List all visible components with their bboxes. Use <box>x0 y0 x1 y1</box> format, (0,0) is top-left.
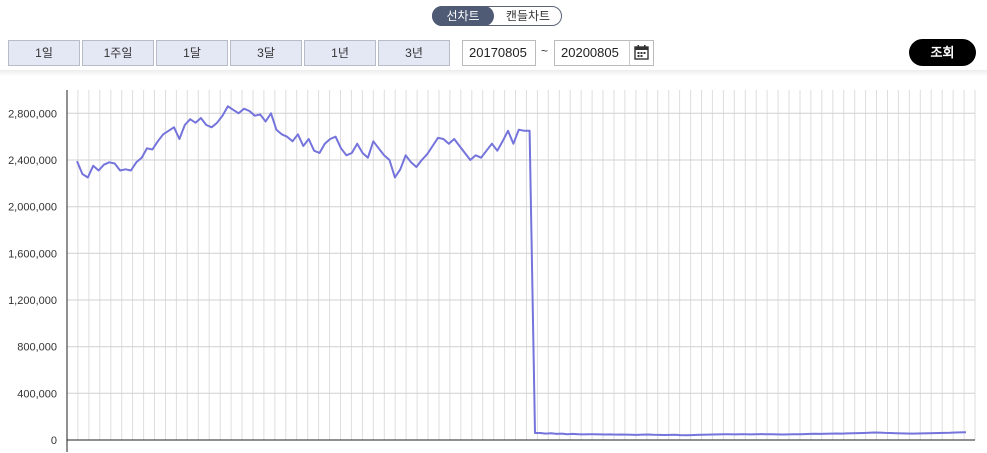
period-3-month-button[interactable]: 3달 <box>230 40 302 66</box>
period-1-day-button[interactable]: 1일 <box>8 40 80 66</box>
y-tick-label: 2,800,000 <box>8 108 57 120</box>
y-tick-label: 1,200,000 <box>8 295 57 307</box>
y-tick-label: 800,000 <box>17 342 57 354</box>
start-date-input[interactable]: 20170805 <box>462 40 536 66</box>
line-chart-tab[interactable]: 선차트 <box>432 6 494 26</box>
calendar-icon <box>634 45 649 60</box>
price-series-line <box>76 105 967 437</box>
y-tick-label: 0 <box>51 435 57 447</box>
calendar-button[interactable] <box>629 40 654 66</box>
date-range-separator: ~ <box>541 44 549 58</box>
end-date-input[interactable]: 20200805 <box>554 40 630 66</box>
y-tick-label: 400,000 <box>17 388 57 400</box>
candle-chart-tab[interactable]: 캔들차트 <box>505 9 551 23</box>
period-1-month-button[interactable]: 1달 <box>156 40 228 66</box>
period-1-week-button[interactable]: 1주일 <box>82 40 154 66</box>
search-button[interactable]: 조회 <box>909 39 976 66</box>
y-tick-label: 2,400,000 <box>8 155 57 167</box>
y-tick-label: 1,600,000 <box>8 248 57 260</box>
toolbar-divider <box>0 70 987 76</box>
chart-type-toggle: 선차트 캔들차트 <box>432 6 562 26</box>
y-tick-label: 2,000,000 <box>8 202 57 214</box>
period-1-year-button[interactable]: 1년 <box>304 40 376 66</box>
period-3-year-button[interactable]: 3년 <box>378 40 450 66</box>
